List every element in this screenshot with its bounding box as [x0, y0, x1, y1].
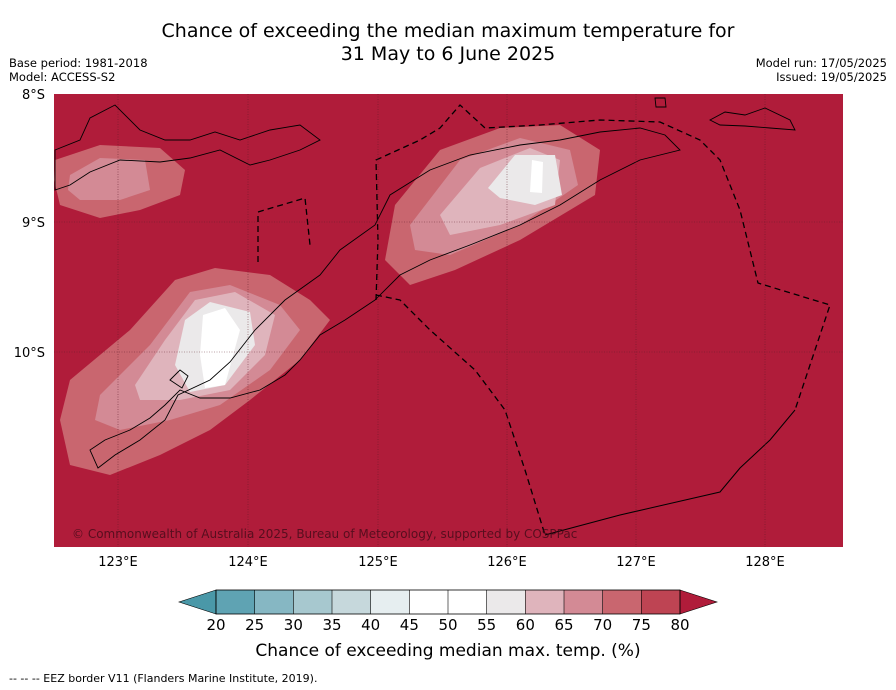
- colorbar-tick-label: 35: [322, 616, 341, 634]
- issued-date: Issued: 19/05/2025: [776, 70, 887, 84]
- eez-borders: [257, 104, 831, 536]
- colorbar-swatch: [448, 590, 488, 614]
- colorbar-swatch: [409, 590, 449, 614]
- colorbar-swatch: [370, 590, 410, 614]
- colorbar-swatch: [641, 590, 681, 614]
- colorbar-tick-label: 45: [400, 616, 419, 634]
- anomaly-patch-west-timor: [60, 268, 330, 475]
- lon-label-123e: 123°E: [98, 555, 138, 570]
- coastlines: [54, 97, 796, 469]
- colorbar-swatch: [216, 590, 256, 614]
- model-name: Model: ACCESS-S2: [9, 70, 116, 84]
- lat-label-9s: 9°S: [22, 216, 45, 231]
- colorbar-swatch: [254, 590, 294, 614]
- title-line-2: 31 May to 6 June 2025: [340, 43, 556, 65]
- lon-label-127e: 127°E: [616, 555, 656, 570]
- colorbar-swatch: [293, 590, 333, 614]
- map-title: Chance of exceeding the median maximum t…: [0, 20, 896, 66]
- footer-note: -- -- -- EEZ border V11 (Flanders Marine…: [9, 672, 318, 685]
- base-period: Base period: 1981-2018: [9, 56, 148, 70]
- colorbar-under-arrow: [178, 589, 217, 615]
- colorbar-swatch: [486, 590, 526, 614]
- colorbar: 20 25 30 35 40 45 50 55 60 65 70 75 80: [178, 589, 718, 634]
- colorbar-swatch: [332, 590, 372, 614]
- anomaly-patch-north-west: [54, 145, 185, 218]
- title-line-1: Chance of exceeding the median maximum t…: [161, 20, 735, 42]
- colorbar-over-arrow: [679, 589, 718, 615]
- colorbar-tick-label: 55: [477, 616, 496, 634]
- colorbar-swatch: [564, 590, 604, 614]
- colorbar-tick-label: 60: [516, 616, 535, 634]
- colorbar-swatch: [525, 590, 565, 614]
- colorbar-tick-label: 20: [206, 616, 225, 634]
- colorbar-tick-label: 50: [438, 616, 457, 634]
- meta-right: Model run: 17/05/2025 Issued: 19/05/2025: [756, 56, 887, 84]
- colorbar-title: Chance of exceeding median max. temp. (%…: [255, 641, 641, 661]
- lon-label-128e: 128°E: [745, 555, 785, 570]
- lon-label-125e: 125°E: [358, 555, 398, 570]
- gridlines: [54, 94, 843, 547]
- anomaly-patch-east-timor: [385, 125, 600, 285]
- colorbar-tick-label: 25: [245, 616, 264, 634]
- colorbar-tick-label: 75: [632, 616, 651, 634]
- meta-left: Base period: 1981-2018 Model: ACCESS-S2: [9, 56, 148, 84]
- lon-label-126e: 126°E: [487, 555, 527, 570]
- coast-south-east: [544, 409, 796, 536]
- lat-label-8s: 8°S: [22, 88, 45, 103]
- colorbar-tick-label: 30: [284, 616, 303, 634]
- colorbar-tick-label: 65: [554, 616, 573, 634]
- lon-label-124e: 124°E: [228, 555, 268, 570]
- colorbar-tick-label: 80: [670, 616, 689, 634]
- colorbar-tick-label: 70: [593, 616, 612, 634]
- model-run: Model run: 17/05/2025: [755, 56, 887, 70]
- colorbar-swatch: [602, 590, 642, 614]
- lat-label-10s: 10°S: [14, 346, 45, 361]
- colorbar-tick-label: 40: [361, 616, 380, 634]
- copyright-text: © Commonwealth of Australia 2025, Bureau…: [72, 527, 577, 541]
